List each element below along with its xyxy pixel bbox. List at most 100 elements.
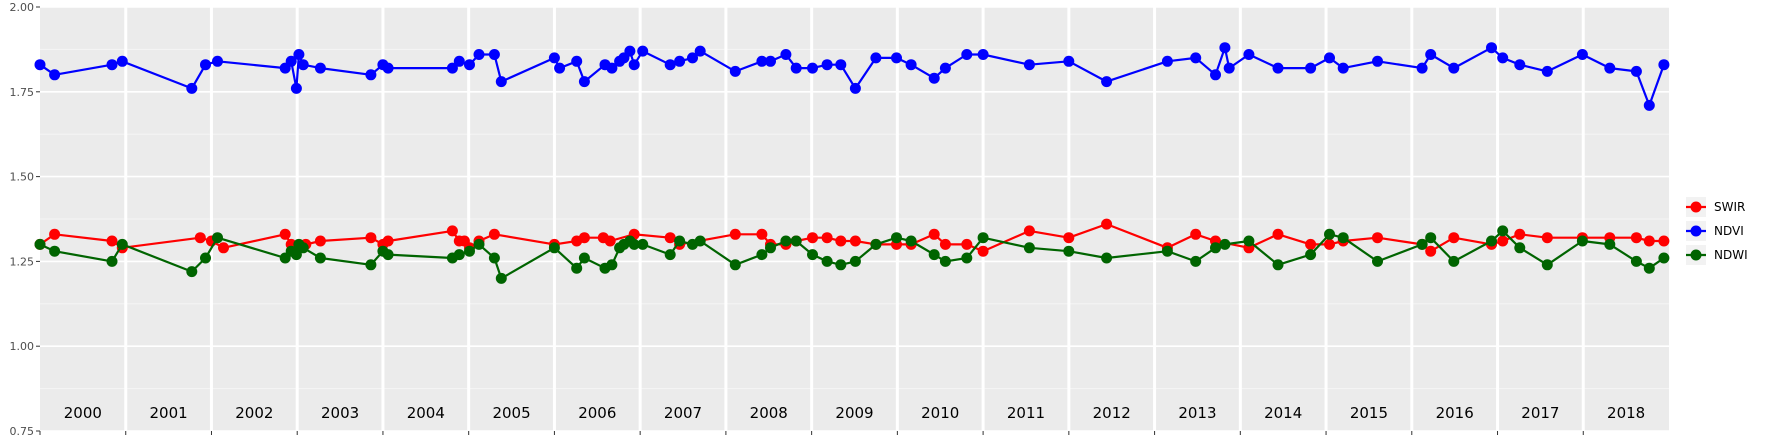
ndwi-point [1448,255,1460,267]
y-tick-label: 0.75 [10,425,35,438]
swir-point [1272,228,1284,240]
ndwi-point [212,232,223,244]
year-label: 2010 [921,404,959,422]
swir-point [1448,232,1460,244]
ndvi-point [694,45,706,57]
ndwi-point [628,238,640,250]
year-label: 2000 [64,404,102,422]
ndwi-point [939,255,951,267]
ndvi-point [765,55,776,67]
ndvi-point [729,65,741,77]
swir-point [49,228,61,240]
y-tick-label: 2.00 [10,1,35,14]
swir-point [1023,225,1035,237]
ndwi-point [1101,252,1113,264]
ndwi-point [905,235,917,247]
swir-point [939,238,951,250]
ndvi-point [870,52,882,64]
ndwi-point [34,238,46,250]
ndvi-point [1658,59,1670,71]
swir-point [1063,232,1075,244]
ndwi-point [1514,242,1526,254]
year-label: 2004 [407,404,445,422]
ndvi-point [1416,62,1428,74]
year-label: 2018 [1607,404,1645,422]
swir-point [194,232,206,244]
ndvi-point [49,69,61,81]
ndwi-point [756,249,768,261]
swir-point [1372,232,1383,244]
swir-point [1497,235,1509,247]
y-tick-label: 1.50 [10,171,35,184]
y-tick-label: 1.00 [10,340,35,353]
year-label: 2008 [750,404,788,422]
swir-point [835,235,847,247]
year-label: 2001 [150,404,188,422]
legend-item-ndwi: NDWI [1686,245,1748,265]
ndwi-point [116,238,128,250]
ndvi-point [790,62,802,74]
legend-item-swir: SWIR [1686,197,1745,217]
ndwi-point [637,238,649,250]
ndwi-point [961,252,973,264]
ndvi-point [905,59,917,71]
ndvi-point [1223,62,1235,74]
ndvi-point [1337,62,1349,74]
legend-label: NDWI [1714,248,1748,262]
ndwi-point [548,242,560,254]
ndwi-point [1161,245,1173,257]
ndwi-point [314,252,326,264]
ndwi-point [977,232,989,244]
swir-point [1541,232,1553,244]
swir-point [821,232,833,244]
ndvi-point [624,45,636,57]
ndvi-point [1448,62,1460,74]
swir-point [1514,228,1526,240]
swir-point [365,232,377,244]
ndvi-point [495,76,507,88]
ndvi-point [554,62,566,74]
ndwi-point [1658,252,1670,264]
year-label: 2009 [835,404,873,422]
ndvi-point [1324,52,1335,64]
ndwi-point [186,266,198,278]
legend-label: SWIR [1714,200,1745,214]
series-group [34,42,1670,284]
ndwi-point [1063,245,1075,257]
ndwi-point [1243,235,1255,247]
swir-point [578,232,590,244]
ndvi-point [977,49,989,60]
ndwi-point [382,249,394,261]
ndwi-point [1337,232,1349,244]
ndwi-point [1576,235,1588,247]
ndvi-point [1630,65,1642,77]
ndvi-point [1643,99,1655,111]
swir-point [1190,228,1202,240]
ndvi-point [106,59,118,71]
ndvi-point [1190,52,1202,64]
ndwi-point [891,232,902,244]
ndvi-point [849,82,861,94]
swir-point [961,238,973,250]
ndvi-point [628,59,640,71]
ndvi-point [961,49,973,60]
ndvi-point [200,59,211,71]
ndvi-point [756,55,768,67]
ndvi-point [297,59,309,71]
ndwi-point [453,249,465,261]
ndvi-point [835,59,847,71]
ndwi-point [106,255,118,267]
ndvi-point [1023,59,1035,71]
ndvi-point [891,52,902,64]
ndvi-point [1272,62,1284,74]
swir-point [849,235,861,247]
ndwi-point [780,235,792,247]
swir-point [1643,235,1655,247]
year-label: 2002 [235,404,273,422]
ndwi-point [200,252,211,264]
ndvi-point [186,82,198,94]
ndvi-point [687,52,698,64]
ndwi-point [606,259,618,271]
ndvi-point [1486,42,1497,54]
